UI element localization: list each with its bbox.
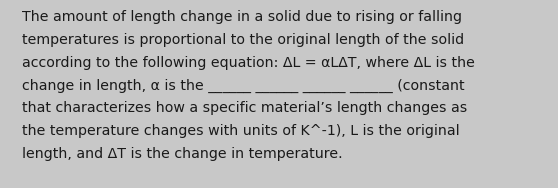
Text: that characterizes how a specific material’s length changes as: that characterizes how a specific materi… — [22, 101, 467, 115]
Text: temperatures is proportional to the original length of the solid: temperatures is proportional to the orig… — [22, 33, 464, 47]
Text: the temperature changes with units of K^-1), L is the original: the temperature changes with units of K^… — [22, 124, 460, 138]
Text: The amount of length change in a solid due to rising or falling: The amount of length change in a solid d… — [22, 10, 462, 24]
Text: length, and ΔT is the change in temperature.: length, and ΔT is the change in temperat… — [22, 147, 343, 161]
Text: change in length, α is the ______ ______ ______ ______ (constant: change in length, α is the ______ ______… — [22, 78, 465, 92]
Text: according to the following equation: ΔL = αLΔT, where ΔL is the: according to the following equation: ΔL … — [22, 56, 475, 70]
